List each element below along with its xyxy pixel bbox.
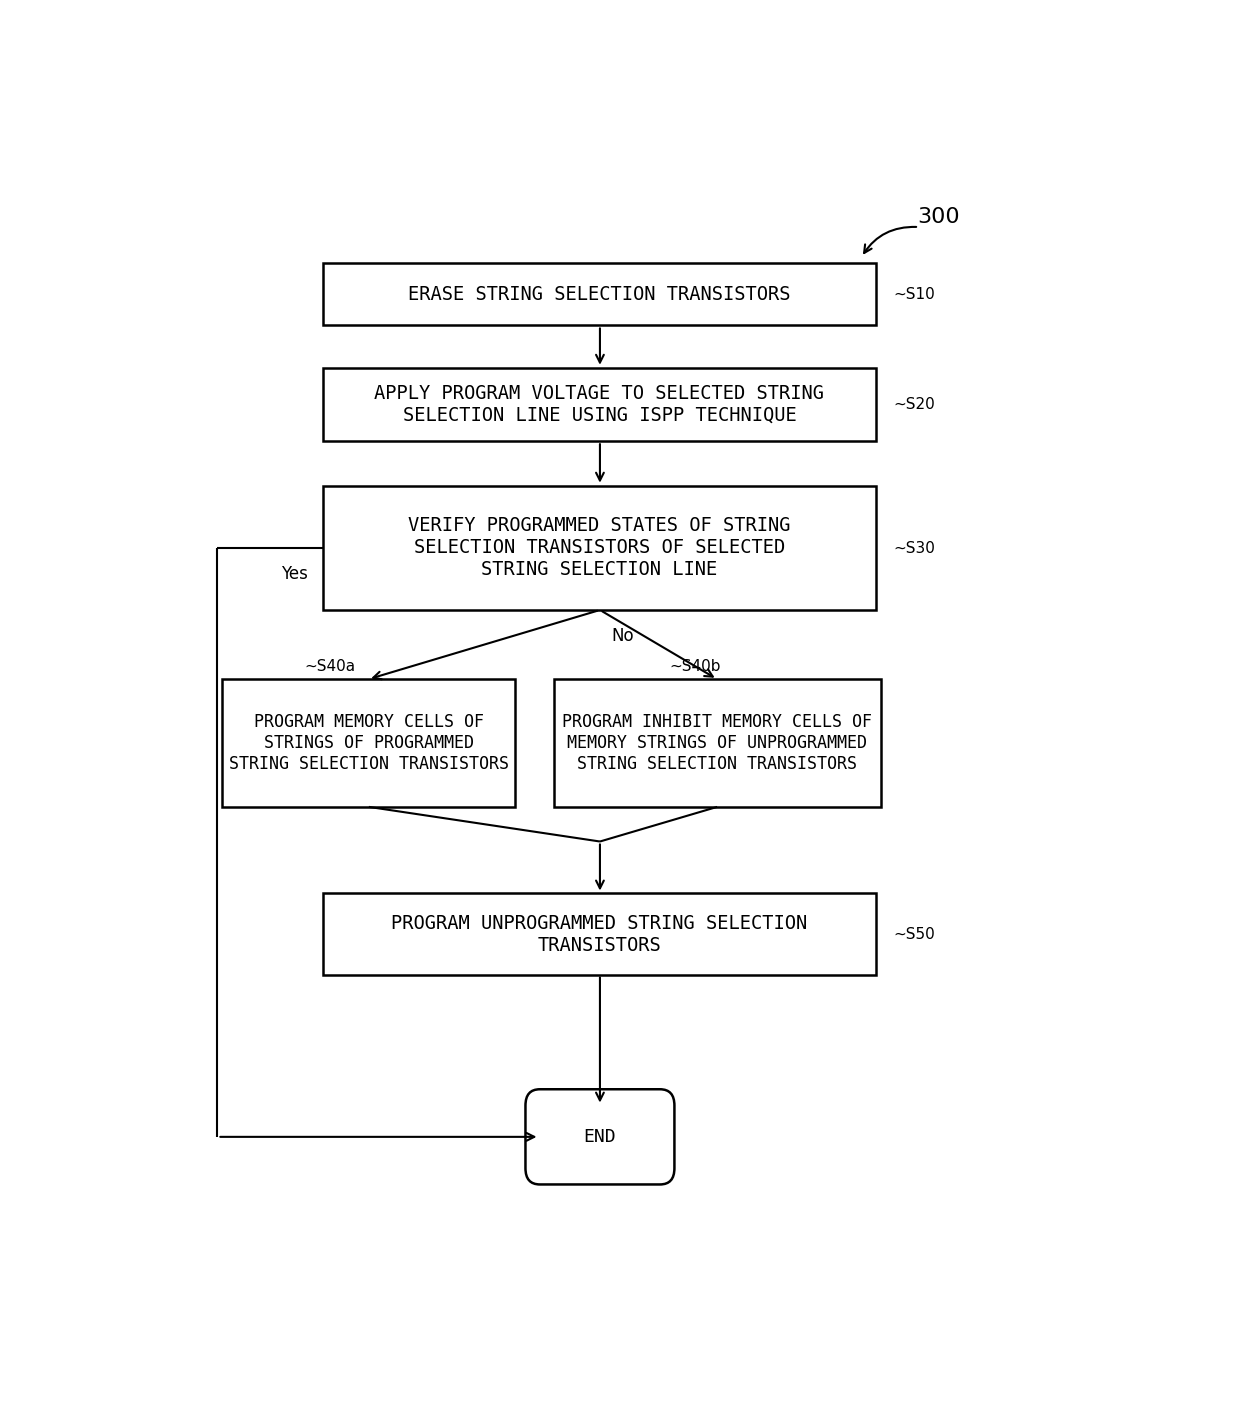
Text: ~S20: ~S20 [893, 398, 935, 412]
Text: ~S50: ~S50 [893, 927, 935, 941]
FancyBboxPatch shape [324, 368, 875, 441]
Text: No: No [611, 627, 634, 645]
Text: PROGRAM MEMORY CELLS OF
STRINGS OF PROGRAMMED
STRING SELECTION TRANSISTORS: PROGRAM MEMORY CELLS OF STRINGS OF PROGR… [229, 714, 508, 773]
FancyBboxPatch shape [554, 679, 880, 806]
Text: ERASE STRING SELECTION TRANSISTORS: ERASE STRING SELECTION TRANSISTORS [408, 285, 791, 303]
FancyBboxPatch shape [324, 263, 875, 326]
FancyBboxPatch shape [324, 894, 875, 975]
Text: PROGRAM UNPROGRAMMED STRING SELECTION
TRANSISTORS: PROGRAM UNPROGRAMMED STRING SELECTION TR… [392, 913, 807, 954]
FancyBboxPatch shape [324, 486, 875, 610]
Text: ~S40a: ~S40a [304, 659, 355, 674]
Text: APPLY PROGRAM VOLTAGE TO SELECTED STRING
SELECTION LINE USING ISPP TECHNIQUE: APPLY PROGRAM VOLTAGE TO SELECTED STRING… [374, 384, 825, 424]
Text: ~S10: ~S10 [893, 287, 935, 302]
Text: ~S30: ~S30 [893, 541, 935, 556]
Text: PROGRAM INHIBIT MEMORY CELLS OF
MEMORY STRINGS OF UNPROGRAMMED
STRING SELECTION : PROGRAM INHIBIT MEMORY CELLS OF MEMORY S… [562, 714, 872, 773]
FancyBboxPatch shape [222, 679, 516, 806]
Text: Yes: Yes [281, 565, 308, 583]
Text: VERIFY PROGRAMMED STATES OF STRING
SELECTION TRANSISTORS OF SELECTED
STRING SELE: VERIFY PROGRAMMED STATES OF STRING SELEC… [408, 516, 791, 579]
Text: END: END [584, 1128, 616, 1146]
FancyBboxPatch shape [526, 1089, 675, 1184]
Text: 300: 300 [916, 208, 960, 228]
Text: ~S40b: ~S40b [670, 659, 720, 674]
